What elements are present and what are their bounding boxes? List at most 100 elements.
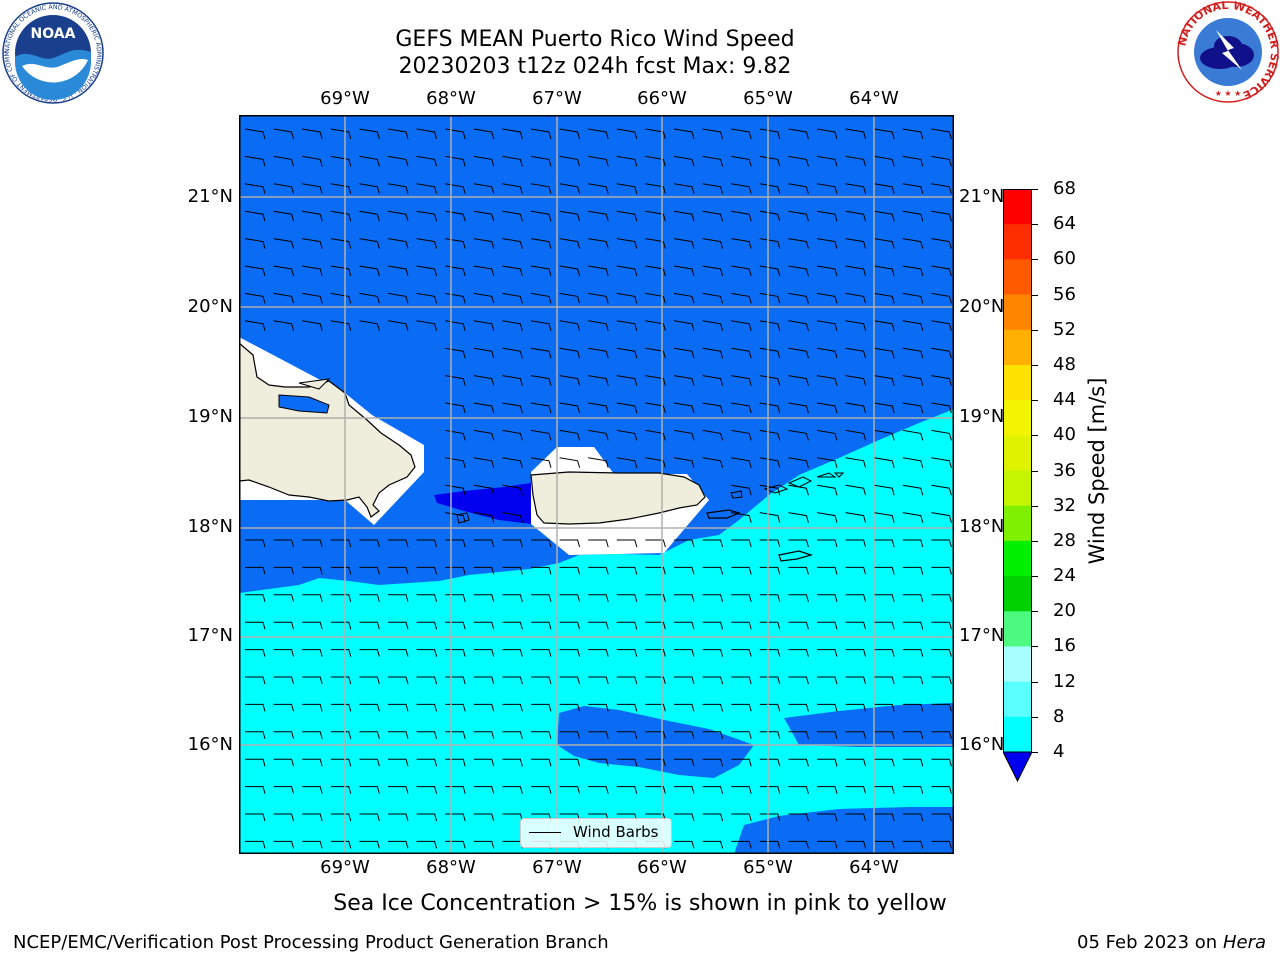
wind-barb (245, 676, 266, 685)
wind-barb (931, 649, 952, 657)
wind-barb (759, 457, 781, 468)
wind-barb (645, 320, 666, 331)
colorbar-tick-mark (1032, 259, 1038, 261)
wind-barb (502, 183, 523, 194)
wind-barb (931, 594, 952, 602)
colorbar-under-arrow (1002, 751, 1033, 783)
wind-barb (359, 594, 380, 602)
wind-barb (473, 292, 495, 304)
wind-barb (588, 649, 609, 657)
wind-barb (330, 731, 352, 739)
wind-barb (359, 566, 380, 575)
wind-barb (359, 649, 380, 657)
wind-barb (645, 183, 666, 194)
wind-barb (702, 539, 724, 548)
colorbar-block (1003, 224, 1032, 260)
wind-barb (931, 676, 952, 685)
wind-barb (902, 786, 924, 794)
wind-barb (645, 292, 666, 304)
wind-barb (302, 128, 323, 140)
wind-barb (902, 292, 924, 304)
footer-date: 05 Feb 2023 on Hera (1077, 932, 1266, 953)
wind-barb (273, 703, 295, 712)
wind-barb (502, 238, 523, 249)
wind-barb (616, 402, 638, 414)
wind-barb (387, 210, 409, 222)
wind-barb (559, 320, 581, 331)
wind-barb (702, 813, 724, 822)
wind-barb (502, 210, 523, 222)
wind-barb (645, 210, 666, 222)
wind-barb (874, 512, 895, 523)
wind-barb (731, 375, 752, 386)
wind-barb (530, 155, 552, 167)
wind-barb (330, 676, 352, 685)
wind-barb (588, 786, 609, 794)
wind-barb (388, 539, 409, 548)
wind-barb (359, 128, 380, 140)
wind-barb (645, 621, 666, 630)
wind-barb (645, 676, 666, 685)
colorbar-tick-label: 12 (1053, 670, 1076, 692)
lon-label-top-1: 69°W (320, 88, 370, 109)
wind-barb (388, 786, 409, 794)
wind-barb (416, 840, 438, 849)
wind-barb (588, 731, 609, 739)
wind-barb (473, 128, 495, 140)
title-line-1: GEFS MEAN Puerto Rico Wind Speed (395, 27, 795, 52)
wind-barb (931, 375, 952, 386)
wind-barb (759, 758, 781, 767)
wind-barb (788, 539, 809, 548)
wind-barb (359, 786, 380, 794)
wind-barb (616, 265, 638, 277)
wind-barb (416, 594, 438, 602)
wind-barb (559, 347, 581, 359)
lon-label-bottom-3: 67°W (532, 857, 582, 878)
wind-barb (273, 566, 295, 575)
wind-barb (674, 703, 695, 712)
wind-barb (674, 621, 695, 630)
nws-logo: NATIONAL WEATHER SERVICE ★ ★ ★ (1175, 0, 1280, 104)
wind-barb (702, 238, 724, 249)
wind-barb (473, 786, 495, 794)
wind-barb (502, 429, 523, 441)
lat-label-right-2: 20°N (959, 296, 1005, 317)
wind-barb (702, 375, 724, 386)
wind-barb (416, 621, 438, 630)
wind-barb (502, 539, 523, 548)
lat-label-left-5: 17°N (187, 625, 233, 646)
lat-label-right-4: 18°N (959, 516, 1005, 537)
wind-barb (931, 210, 952, 222)
colorbar-block (1003, 505, 1032, 542)
wind-barb (902, 539, 924, 548)
wind-barb (359, 210, 380, 222)
wind-barb (645, 758, 666, 767)
colorbar-tick-label: 28 (1053, 529, 1076, 551)
colorbar-tick-mark (1032, 470, 1038, 472)
wind-barb (902, 676, 924, 685)
wind-barb (559, 155, 581, 167)
wind-barb (788, 238, 809, 249)
wind-barb (531, 758, 552, 767)
wind-patch-2 (784, 703, 954, 747)
wind-barb (674, 731, 695, 739)
colorbar-tick-mark (1032, 716, 1038, 718)
wind-barb (931, 347, 952, 359)
wind-barb (673, 292, 695, 304)
wind-barb (359, 813, 380, 822)
wind-barb (588, 292, 609, 304)
wind-barb (702, 594, 724, 602)
wind-barb (816, 512, 838, 523)
wind-barb (245, 731, 266, 739)
wind-barb (902, 566, 924, 575)
wind-barb (874, 238, 895, 249)
wind-barb (759, 265, 781, 277)
wind-barb (759, 731, 781, 739)
wind-barb (845, 265, 867, 277)
wind-barb (816, 402, 838, 414)
wind-barb (302, 840, 323, 849)
wind-barb (816, 210, 838, 222)
wind-barb (244, 292, 266, 304)
wind-barb (616, 347, 638, 359)
wind-barb (388, 676, 409, 685)
